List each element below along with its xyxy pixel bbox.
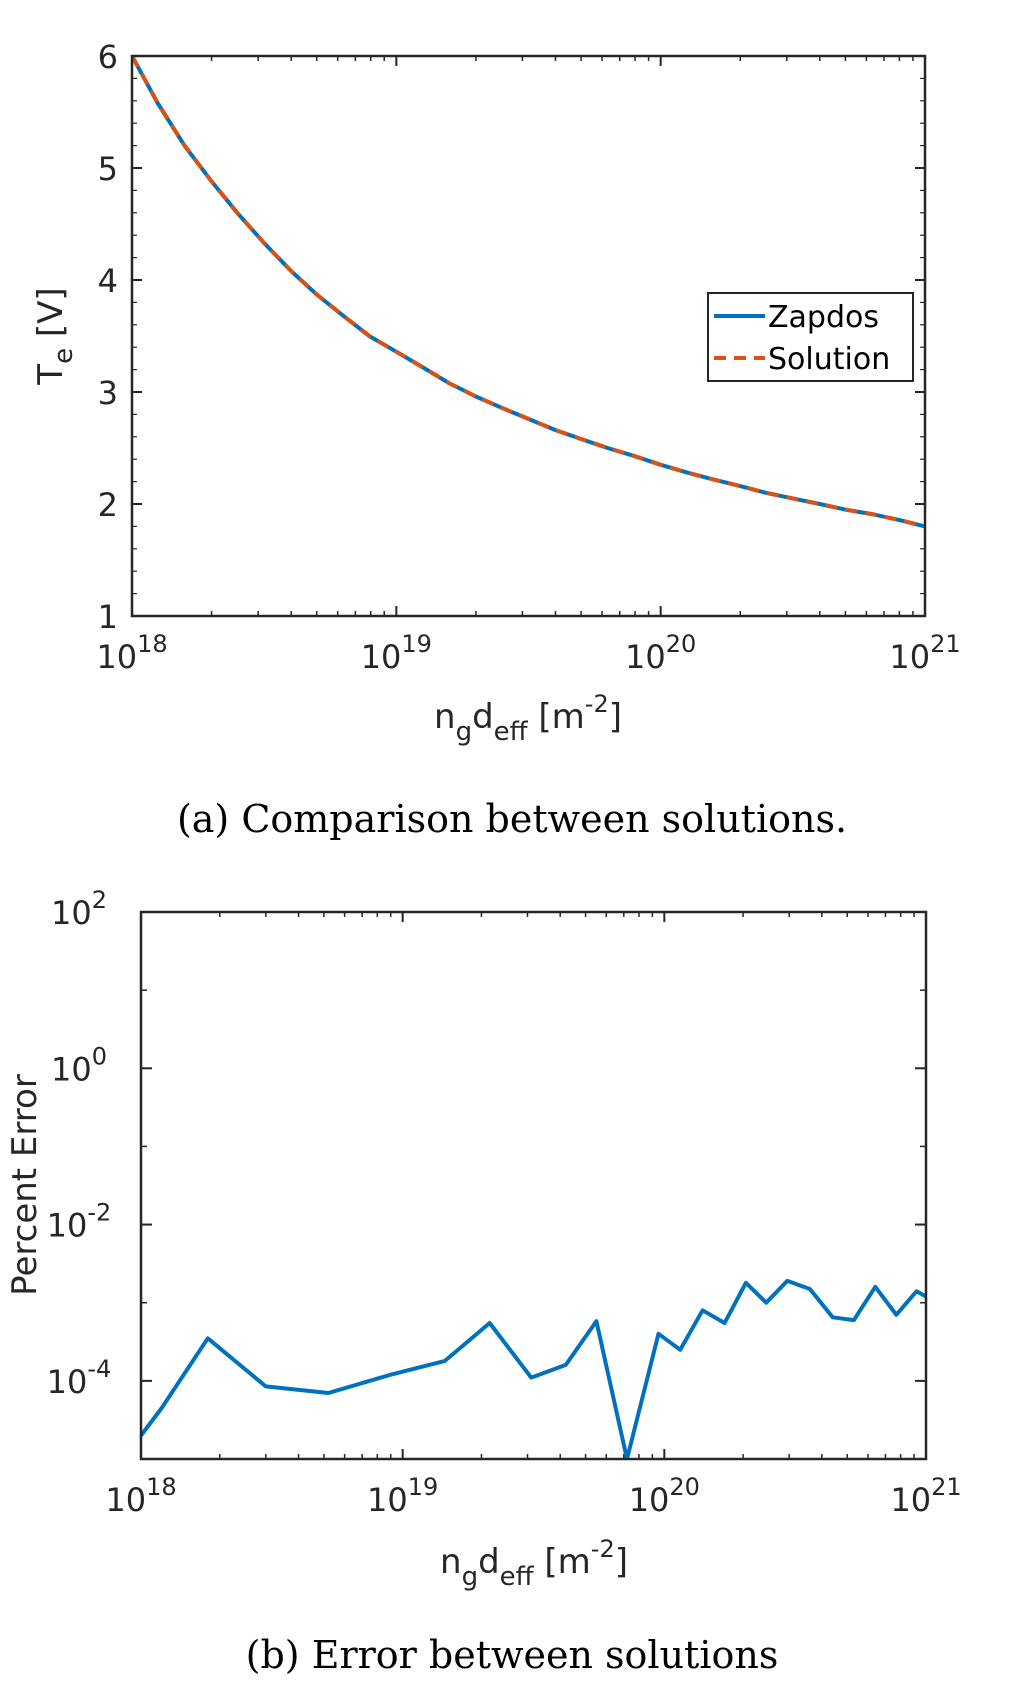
x-tick-label-exp: 18 (137, 630, 168, 658)
chart-a-y-axis-unit: [V] (31, 287, 71, 348)
x-tick-label: 1020 (629, 1473, 700, 1519)
chart-a-legend: Zapdos Solution (707, 292, 914, 382)
x-tick-label-exp: 19 (401, 630, 432, 658)
chart-a-x-axis-sub1: g (456, 717, 473, 747)
x-tick-label-exp: 21 (931, 1473, 962, 1501)
chart-a-x-axis-main: n (434, 697, 456, 737)
x-tick-label-base: 10 (96, 638, 137, 676)
chart-a-x-tick-labels: 1018 1019 1020 1021 (96, 630, 960, 676)
series-line-solution (132, 56, 925, 529)
chart-b-x-axis-mid: d (478, 1542, 500, 1582)
chart-a-x-axis-exp: -2 (585, 690, 609, 718)
chart-a-y-axis-main: T (31, 364, 71, 386)
x-tick-label-exp: 21 (930, 630, 961, 658)
y-tick-label: 10-4 (47, 1355, 112, 1401)
y-tick-label: 10-2 (47, 1199, 112, 1245)
chart-b-x-axis-sub2: eff (500, 1562, 535, 1592)
legend-solution-label: Solution (768, 342, 890, 377)
x-tick-label-base: 10 (105, 1481, 146, 1519)
y-tick-label-base: 10 (47, 1363, 88, 1401)
y-tick-label-base: 10 (47, 1207, 88, 1245)
x-tick-label-exp: 20 (666, 630, 697, 658)
chart-a-series (132, 56, 925, 529)
chart-b-series (141, 1278, 926, 1459)
legend-zapdos-label: Zapdos (768, 300, 879, 335)
chart-b-plot-area (141, 912, 926, 1459)
y-tick-label: 100 (51, 1042, 107, 1088)
y-tick-label: 102 (51, 886, 107, 932)
chart-a-y-axis-sub: e (49, 348, 79, 364)
chart-a-x-axis-sub2: eff (494, 717, 529, 747)
chart-b-axes-box (139, 910, 928, 1461)
x-tick-label: 1018 (96, 630, 167, 676)
chart-b-caption: (b) Error between solutions (246, 1633, 779, 1677)
chart-b-y-axis-label: Percent Error (5, 1074, 45, 1296)
x-tick-label: 1021 (889, 630, 960, 676)
y-tick-label: 6 (98, 38, 118, 76)
chart-a-x-axis-mid: d (472, 697, 494, 737)
y-tick-label-exp: 2 (92, 886, 107, 914)
chart-b-major-ticks (140, 911, 927, 1459)
y-tick-label-exp: 0 (92, 1042, 107, 1070)
y-tick-label-exp: -2 (87, 1199, 111, 1227)
x-tick-label: 1018 (105, 1473, 176, 1519)
x-tick-label-base: 10 (625, 638, 666, 676)
x-tick-label-base: 10 (889, 638, 930, 676)
chart-b-x-axis-main: n (440, 1542, 462, 1582)
x-tick-label: 1019 (361, 630, 432, 676)
chart-b-x-axis-close: ] (615, 1542, 628, 1582)
chart-a-axes-box (130, 54, 927, 618)
x-tick-label-base: 10 (361, 638, 402, 676)
x-tick-label-base: 10 (367, 1481, 408, 1519)
x-tick-label: 1021 (890, 1473, 961, 1519)
y-tick-label-base: 10 (51, 894, 92, 932)
chart-a-x-axis-unit: [m (528, 697, 585, 737)
x-tick-label-base: 10 (890, 1481, 931, 1519)
x-tick-label-exp: 20 (669, 1473, 700, 1501)
chart-a-caption: (a) Comparison between solutions. (177, 797, 847, 841)
y-tick-label: 2 (98, 486, 118, 524)
chart-b-x-axis-exp: -2 (591, 1535, 615, 1563)
y-tick-label: 3 (98, 374, 118, 412)
chart-a-x-axis-label: ngdeff [m-2] (434, 690, 622, 747)
y-tick-label: 1 (98, 598, 118, 636)
y-tick-label-base: 10 (51, 1050, 92, 1088)
y-tick-label: 4 (98, 262, 118, 300)
series-line-error (141, 1278, 926, 1459)
chart-a-x-axis-close: ] (609, 697, 622, 737)
x-tick-label-exp: 19 (408, 1473, 439, 1501)
legend-box (707, 292, 914, 382)
y-tick-label-exp: -4 (87, 1355, 111, 1383)
chart-b-x-tick-labels: 1018 1019 1020 1021 (105, 1473, 961, 1519)
y-tick-label: 5 (98, 150, 118, 188)
chart-a-y-tick-labels: 1 2 3 4 5 6 (98, 38, 118, 636)
x-tick-label: 1019 (367, 1473, 438, 1519)
chart-a-y-axis-label: Te [V] (31, 287, 79, 385)
x-tick-label: 1020 (625, 630, 696, 676)
chart-b-x-axis-label: ngdeff [m-2] (440, 1535, 628, 1592)
x-tick-label-exp: 18 (146, 1473, 177, 1501)
chart-b-x-axis-unit: [m (534, 1542, 591, 1582)
chart-b-x-axis-sub1: g (462, 1562, 479, 1592)
x-tick-label-base: 10 (629, 1481, 670, 1519)
